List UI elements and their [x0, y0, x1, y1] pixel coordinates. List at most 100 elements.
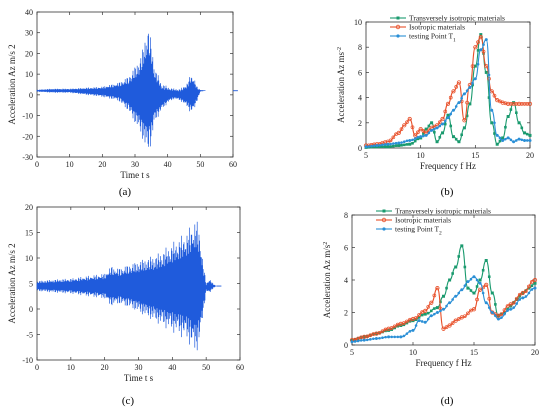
- caption-a: (a): [119, 186, 132, 198]
- series-point: [433, 307, 436, 310]
- series-point: [386, 142, 390, 146]
- series-point: [419, 135, 423, 139]
- series-point: [446, 116, 450, 120]
- series-point: [410, 125, 415, 130]
- series-point: [484, 259, 488, 262]
- y-axis-label: Acceleration Az m/s 2: [7, 44, 17, 124]
- y-tick-label: 0: [344, 341, 348, 350]
- series-point: [466, 280, 470, 284]
- series-point: [469, 277, 473, 281]
- series-point: [433, 312, 436, 316]
- series-point: [438, 135, 442, 139]
- series-point: [443, 119, 447, 123]
- series-point: [533, 281, 537, 285]
- x-tick-label: 30: [131, 160, 139, 169]
- series-point: [423, 312, 427, 316]
- series-point: [494, 314, 497, 318]
- series-point: [463, 314, 467, 319]
- series-point: [365, 334, 370, 339]
- series-point: [439, 309, 442, 313]
- x-tick-label: 20: [526, 151, 534, 160]
- series-point: [414, 318, 418, 321]
- series-point: [453, 318, 458, 323]
- series-point: [408, 142, 412, 146]
- series-point: [417, 316, 421, 319]
- series-point: [493, 121, 496, 125]
- series-point: [427, 124, 431, 128]
- series-point: [463, 265, 467, 269]
- series-point: [381, 336, 384, 339]
- series-point: [384, 335, 387, 339]
- x-tick-label: 20: [531, 348, 539, 357]
- series-point: [506, 309, 509, 312]
- series-point: [463, 284, 467, 287]
- series-point: [441, 326, 446, 331]
- y-tick-label: 10: [25, 254, 33, 263]
- series-point: [530, 288, 534, 291]
- caption-c: (c): [122, 395, 135, 407]
- series-point: [399, 335, 403, 339]
- series-point: [520, 290, 525, 296]
- series-point: [487, 96, 491, 99]
- series-point: [426, 317, 430, 321]
- series-point: [394, 144, 398, 147]
- series-point: [478, 35, 483, 40]
- series-point: [443, 122, 447, 126]
- series-point: [451, 135, 455, 139]
- x-tick-label: 10: [417, 151, 425, 160]
- series-point: [520, 126, 524, 130]
- x-tick-label: 0: [35, 160, 39, 169]
- y-tick-label: 10: [354, 18, 362, 27]
- series-point: [509, 307, 513, 311]
- legend-entry-1: Transversely isotropic materials: [395, 207, 491, 216]
- series-point: [441, 122, 445, 126]
- y-axis-label: Acceleration Az ms-2: [336, 47, 346, 123]
- series-point: [402, 334, 406, 338]
- series-point: [441, 131, 445, 135]
- series-point: [421, 129, 426, 133]
- series-point: [435, 140, 439, 144]
- x-axis-label: Frequency f Hz: [420, 161, 476, 171]
- series-point: [445, 286, 448, 290]
- x-axis-label: Time t s: [120, 170, 150, 180]
- panel-d-spectrum: 5 10 15 20 0 2 4 6 8 Frequency f Hz Acceleration A…: [322, 207, 539, 369]
- series-point: [389, 145, 392, 148]
- series-point: [502, 308, 507, 312]
- series-point: [490, 108, 494, 112]
- legend-marker: [382, 227, 386, 231]
- legend-entry-2: Isotropic materials: [409, 23, 465, 32]
- series-point: [505, 304, 510, 308]
- series-point: [490, 291, 494, 295]
- series-point: [387, 335, 391, 339]
- series-point: [479, 48, 483, 52]
- series-point: [518, 298, 522, 301]
- series-point: [476, 62, 480, 66]
- series-point: [475, 297, 479, 302]
- series-point: [476, 49, 480, 52]
- series-point: [446, 113, 450, 117]
- legend-entry-1: Transversely isotropic materials: [409, 14, 505, 23]
- series-point: [414, 315, 418, 320]
- series-point: [405, 319, 409, 324]
- series-point: [501, 136, 505, 140]
- series-point: [454, 265, 458, 269]
- plot-frame: [365, 21, 531, 149]
- series-point: [517, 292, 522, 297]
- series-point: [523, 131, 527, 135]
- series-point: [413, 139, 417, 143]
- series-point: [389, 326, 394, 330]
- series-point: [503, 312, 506, 316]
- series-point: [515, 302, 518, 305]
- series-point: [435, 286, 440, 291]
- series-point: [392, 142, 395, 145]
- x-tick-label: 50: [196, 160, 204, 169]
- series-point: [511, 300, 516, 305]
- series-point: [407, 116, 412, 122]
- series-point: [475, 285, 479, 288]
- series-point: [460, 288, 464, 292]
- series-point: [420, 320, 424, 323]
- series-point: [462, 92, 466, 96]
- series-point: [523, 289, 528, 293]
- y-tick-label: 30: [25, 29, 33, 38]
- series-point: [416, 135, 420, 139]
